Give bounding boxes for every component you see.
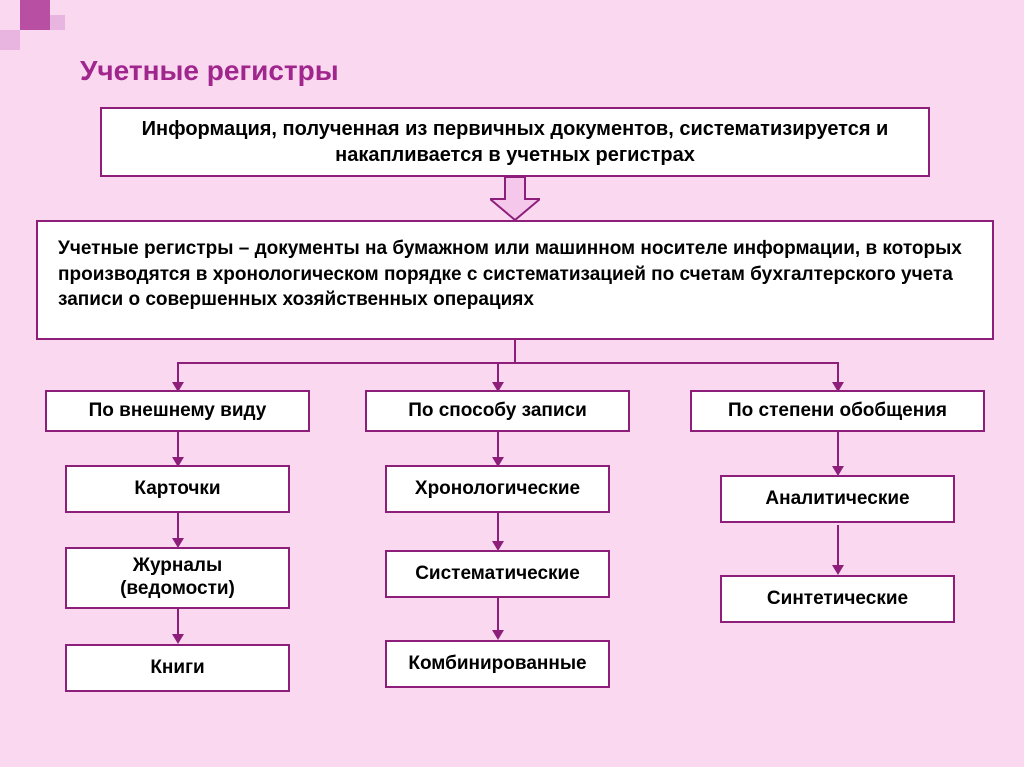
item-synthetic: Синтетические <box>720 575 955 623</box>
definition-box: Учетные регистры – документы на бумажном… <box>36 220 994 340</box>
item-analytical: Аналитические <box>720 475 955 523</box>
category-appearance: По внешнему виду <box>45 390 310 432</box>
item-journals: Журналы (ведомости) <box>65 547 290 609</box>
deco-square <box>20 0 50 30</box>
item-systematic: Систематические <box>385 550 610 598</box>
item-combined: Комбинированные <box>385 640 610 688</box>
category-generalization: По степени обобщения <box>690 390 985 432</box>
connector-bar <box>177 362 837 364</box>
item-chronological: Хронологические <box>385 465 610 513</box>
category-method: По способу записи <box>365 390 630 432</box>
item-cards: Карточки <box>65 465 290 513</box>
item-books: Книги <box>65 644 290 692</box>
block-arrow-down <box>490 177 540 220</box>
deco-square <box>50 15 65 30</box>
deco-square <box>0 30 20 50</box>
intro-box: Информация, полученная из первичных доку… <box>100 107 930 177</box>
page-title: Учетные регистры <box>80 55 339 87</box>
